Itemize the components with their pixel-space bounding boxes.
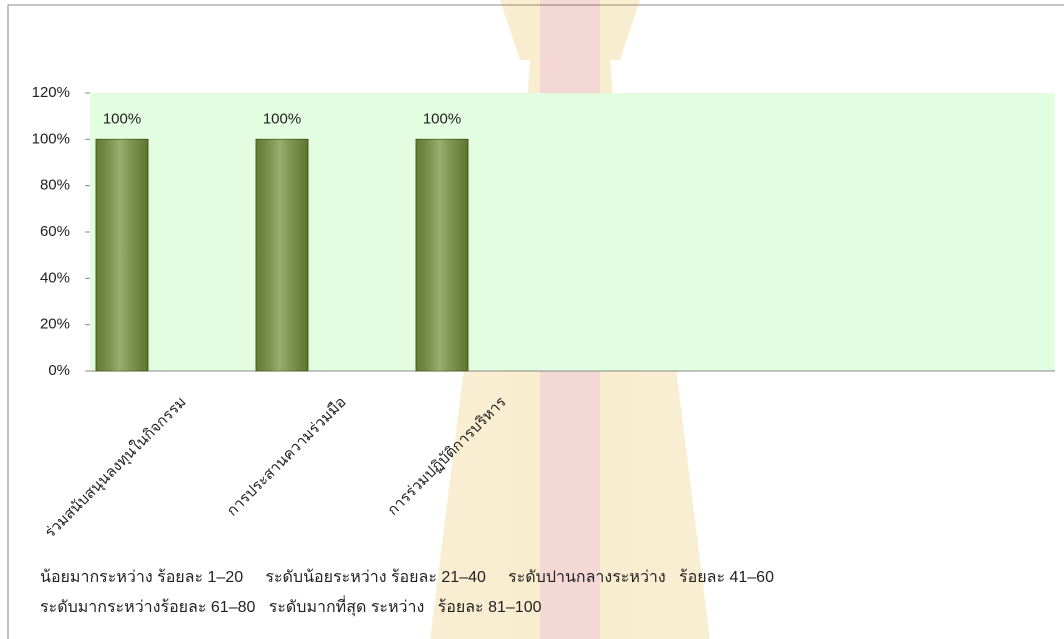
note: ระดับมากระหว่างร้อยละ 61–80 ระดับมากที่ส… [40, 595, 542, 617]
value-label: 100% [263, 110, 301, 127]
y-tick-label: 100% [32, 130, 70, 147]
y-tick-label: 120% [32, 84, 70, 101]
y-tick-label: 0% [48, 362, 70, 379]
y-tick-label: 20% [40, 316, 70, 333]
bar-shine [96, 139, 148, 371]
frame [7, 4, 1064, 639]
value-label: 100% [423, 110, 461, 127]
y-tick-label: 40% [40, 269, 70, 286]
y-tick-label: 80% [40, 177, 70, 194]
value-label: 100% [103, 110, 141, 127]
plot-area [90, 93, 1055, 371]
bar-shine [416, 139, 468, 371]
y-tick-label: 60% [40, 223, 70, 240]
note: น้อยมากระหว่าง ร้อยละ 1–20 ระดับน้อยระหว… [40, 568, 774, 586]
bar-shine [256, 139, 308, 371]
